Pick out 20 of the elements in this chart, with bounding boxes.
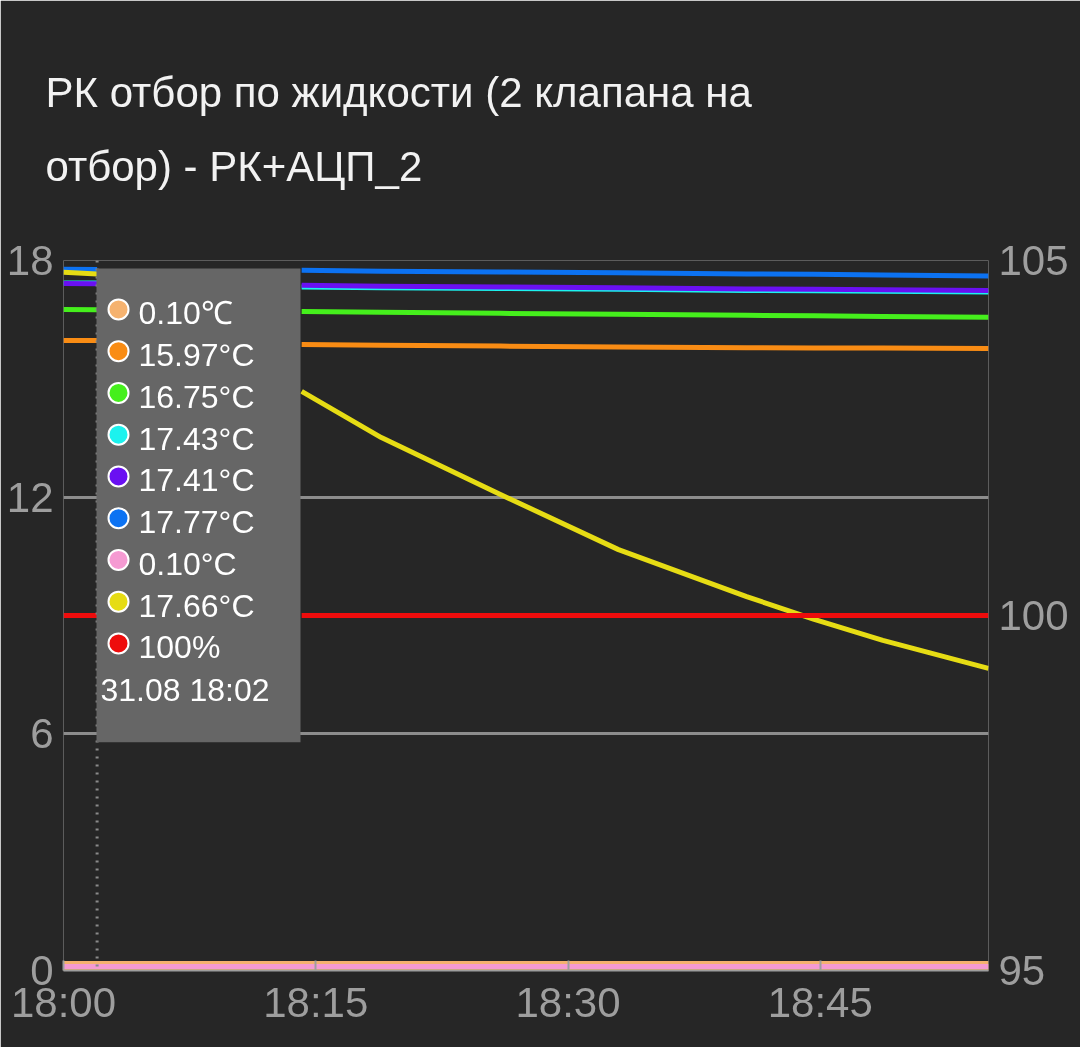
- chart-title: РК отбор по жидкости (2 клапана на отбор) - РК+АЦП_2: [45, 69, 753, 191]
- y-tick-label: 18: [6, 237, 54, 284]
- y2-tick-label: 105: [998, 237, 1069, 284]
- legend-label: 100%: [138, 629, 221, 666]
- legend-label: 0.10℃: [138, 295, 233, 332]
- x-tick-label: 18:30: [515, 978, 621, 1026]
- ref-line-label: 31.08 18:02: [100, 672, 270, 709]
- legend-label: 16.75°C: [138, 378, 255, 415]
- legend-label: 0.10°C: [138, 545, 237, 582]
- x-tick-label: 18:45: [767, 978, 873, 1026]
- y2-tick-label: 100: [998, 592, 1069, 639]
- legend-label: 17.66°C: [138, 587, 255, 624]
- y2-tick-label: 95: [998, 947, 1046, 994]
- legend-label: 17.43°C: [138, 420, 255, 457]
- legend-label: 17.41°C: [138, 462, 255, 499]
- legend-label: 17.77°C: [138, 504, 255, 541]
- y-tick-label: 12: [6, 473, 54, 521]
- legend-label: 15.97°C: [138, 337, 255, 374]
- y-tick-label: 6: [30, 710, 54, 758]
- x-tick-label: 18:15: [263, 978, 369, 1026]
